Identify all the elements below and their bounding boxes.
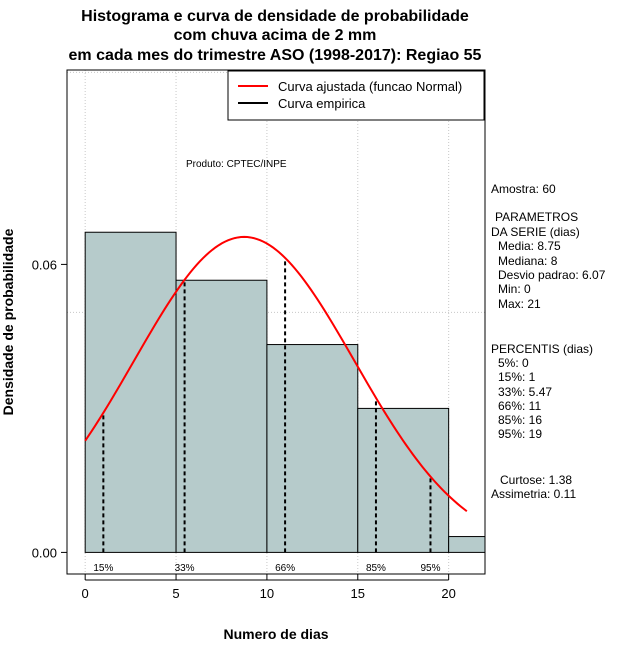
histogram-bar-2 (266, 344, 359, 553)
x-tick-label-3: 15 (351, 586, 365, 601)
histogram-bar-4 (448, 536, 486, 553)
percentile-label-3: 85% (366, 563, 386, 574)
y-tick-label-0: 0.00 (32, 545, 57, 560)
chart-title-line-1: Histograma e curva de densidade de proba… (81, 8, 469, 25)
stat-percentis-title: PERCENTIS (dias) (491, 342, 593, 356)
stat-p5: 5%: 0 (498, 356, 529, 370)
y-tick-label-1: 0.06 (32, 257, 57, 272)
chart-title-line-3: em cada mes do trimestre ASO (1998-2017)… (69, 47, 482, 64)
plot-frame (66, 69, 486, 575)
legend-box (227, 70, 485, 121)
percentile-label-0: 15% (93, 563, 113, 574)
stat-desvio: Desvio padrao: 6.07 (498, 268, 606, 282)
legend-label-empirical: Curva empirica (278, 96, 366, 111)
chart-title-line-2: com chuva acima de 2 mm (174, 27, 377, 44)
stat-media: Media: 8.75 (498, 239, 561, 253)
x-tick-label-0: 0 (82, 586, 89, 601)
x-tick-label-1: 5 (172, 586, 179, 601)
histogram-bars (84, 231, 486, 553)
stat-p66: 66%: 11 (498, 399, 541, 413)
stat-mediana: Mediana: 8 (498, 254, 558, 268)
stat-p15: 15%: 1 (498, 370, 536, 384)
normal-curve (84, 235, 468, 513)
stat-assimetria: Assimetria: 0.11 (491, 487, 576, 501)
stat-p33: 33%: 5.47 (498, 385, 552, 399)
stat-param-title-1: PARAMETROS (495, 210, 578, 224)
x-tick-label-2: 10 (260, 586, 274, 601)
histogram-bar-0 (84, 231, 177, 553)
normal-curve-line (84, 235, 468, 513)
legend-label-normal: Curva ajustada (funcao Normal) (278, 79, 462, 94)
stat-p85: 85%: 16 (498, 413, 542, 427)
legend: Curva ajustada (funcao Normal) Curva emp… (227, 70, 485, 121)
stat-amostra: Amostra: 60 (491, 182, 556, 196)
stat-p95: 95%: 19 (498, 427, 542, 441)
x-axis-title: Numero de dias (223, 626, 328, 642)
stat-max: Max: 21 (498, 297, 541, 311)
stat-param-title-2: DA SERIE (dias) (491, 225, 580, 239)
percentile-label-4: 95% (420, 563, 440, 574)
x-tick-label-4: 20 (441, 586, 455, 601)
stat-min: Min: 0 (498, 282, 531, 296)
percentile-lines: 15% 33% 66% 85% 95% (93, 257, 441, 574)
stats-panel: Amostra: 60 PARAMETROS DA SERIE (dias) M… (491, 182, 606, 501)
percentile-label-1: 33% (175, 563, 195, 574)
axes: 0 5 10 15 20 0.00 0.06 (32, 257, 456, 601)
percentile-label-2: 66% (275, 563, 295, 574)
histogram-bar-1 (175, 279, 268, 553)
stat-curtose: Curtose: 1.38 (500, 473, 572, 487)
y-axis-title: Densidade de probabilidade (0, 228, 16, 415)
source-annotation: Produto: CPTEC/INPE (186, 159, 287, 170)
